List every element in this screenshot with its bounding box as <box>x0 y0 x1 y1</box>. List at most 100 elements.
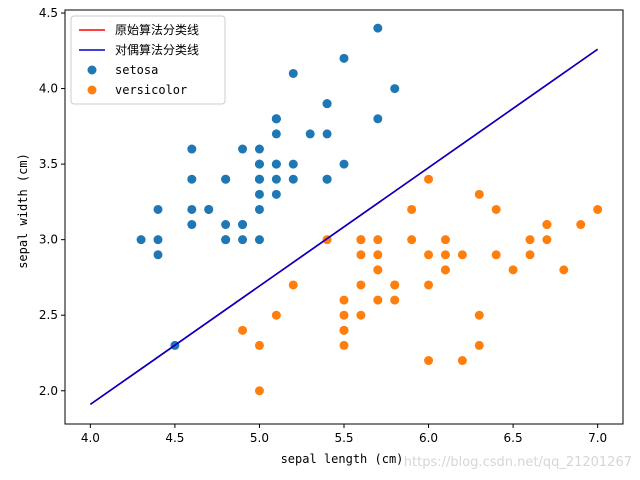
data-point-versicolor <box>525 235 535 245</box>
data-point-setosa <box>271 159 281 169</box>
data-point-setosa <box>288 174 298 184</box>
legend-box <box>70 15 226 105</box>
x-tick-label: 4.0 <box>81 431 100 445</box>
data-point-versicolor <box>440 235 450 245</box>
series-setosa <box>136 23 400 350</box>
data-point-setosa <box>339 159 349 169</box>
data-point-versicolor <box>407 204 417 214</box>
data-point-versicolor <box>508 265 518 275</box>
data-point-setosa <box>221 220 231 230</box>
data-point-versicolor <box>542 235 552 245</box>
y-tick-label: 3.5 <box>39 157 58 171</box>
data-point-versicolor <box>356 280 366 290</box>
data-point-versicolor <box>491 204 501 214</box>
x-tick-label: 5.5 <box>334 431 353 445</box>
y-tick-label: 2.5 <box>39 308 58 322</box>
data-point-versicolor <box>356 310 366 320</box>
data-point-setosa <box>187 144 197 154</box>
classification-line-2 <box>89 48 599 406</box>
data-point-versicolor <box>339 310 349 320</box>
data-point-versicolor <box>288 280 298 290</box>
legend-label: versicolor <box>115 83 187 97</box>
data-point-versicolor <box>373 250 383 260</box>
data-point-setosa <box>153 235 163 245</box>
data-point-versicolor <box>424 250 434 260</box>
series-versicolor <box>238 174 603 396</box>
watermark: https://blog.csdn.net/qq_21201267 <box>404 455 632 470</box>
data-point-setosa <box>254 189 264 199</box>
data-point-setosa <box>271 189 281 199</box>
data-point-setosa <box>288 68 298 78</box>
data-point-versicolor <box>339 325 349 335</box>
data-point-versicolor <box>525 250 535 260</box>
x-axis-label: sepal length (cm) <box>281 452 404 466</box>
data-point-setosa <box>322 99 332 109</box>
y-tick-label: 2.0 <box>39 384 58 398</box>
data-point-setosa <box>238 144 248 154</box>
data-point-versicolor <box>542 220 552 230</box>
data-point-setosa <box>373 114 383 124</box>
data-point-setosa <box>271 129 281 139</box>
data-point-versicolor <box>424 356 434 366</box>
data-point-setosa <box>136 235 146 245</box>
data-point-setosa <box>187 204 197 214</box>
data-point-setosa <box>238 220 248 230</box>
data-point-setosa <box>288 159 298 169</box>
legend-label: 对偶算法分类线 <box>115 42 199 57</box>
data-point-versicolor <box>491 250 501 260</box>
y-axis-ticks: 2.0 2.5 3.0 3.5 4.0 4.5 <box>39 6 65 398</box>
data-point-setosa <box>221 235 231 245</box>
x-tick-label: 5.0 <box>250 431 269 445</box>
data-point-versicolor <box>356 250 366 260</box>
data-point-setosa <box>153 204 163 214</box>
data-point-versicolor <box>474 340 484 350</box>
data-point-versicolor <box>373 265 383 275</box>
data-point-versicolor <box>440 265 450 275</box>
x-tick-label: 6.5 <box>504 431 523 445</box>
data-point-setosa <box>187 220 197 230</box>
data-point-versicolor <box>254 340 264 350</box>
data-point-setosa <box>221 174 231 184</box>
data-point-versicolor <box>271 310 281 320</box>
data-point-setosa <box>271 174 281 184</box>
data-point-setosa <box>373 23 383 33</box>
data-point-setosa <box>254 144 264 154</box>
data-point-setosa <box>322 129 332 139</box>
data-point-setosa <box>339 53 349 63</box>
data-point-versicolor <box>474 310 484 320</box>
data-point-versicolor <box>373 235 383 245</box>
data-point-versicolor <box>593 204 603 214</box>
data-point-versicolor <box>356 235 366 245</box>
data-point-setosa <box>204 204 214 214</box>
data-point-setosa <box>254 204 264 214</box>
data-point-setosa <box>238 235 248 245</box>
data-point-versicolor <box>424 280 434 290</box>
y-tick-label: 4.5 <box>39 6 58 20</box>
legend-label: 原始算法分类线 <box>115 22 199 37</box>
y-tick-label: 4.0 <box>39 82 58 96</box>
data-point-setosa <box>305 129 315 139</box>
data-point-versicolor <box>390 295 400 305</box>
legend-marker-swatch <box>87 85 97 95</box>
data-point-versicolor <box>373 295 383 305</box>
data-point-versicolor <box>407 235 417 245</box>
y-tick-label: 3.0 <box>39 233 58 247</box>
x-tick-label: 4.5 <box>165 431 184 445</box>
data-point-versicolor <box>238 325 248 335</box>
data-point-setosa <box>254 159 264 169</box>
data-point-setosa <box>254 235 264 245</box>
data-point-setosa <box>153 250 163 260</box>
data-point-versicolor <box>390 280 400 290</box>
data-point-versicolor <box>339 340 349 350</box>
data-point-versicolor <box>440 250 450 260</box>
legend-marker-swatch <box>87 65 97 75</box>
data-point-versicolor <box>576 220 586 230</box>
data-point-setosa <box>271 114 281 124</box>
data-point-versicolor <box>474 189 484 199</box>
x-tick-label: 7.0 <box>588 431 607 445</box>
data-point-setosa <box>187 174 197 184</box>
data-point-versicolor <box>457 250 467 260</box>
data-point-versicolor <box>457 356 467 366</box>
data-point-versicolor <box>559 265 569 275</box>
